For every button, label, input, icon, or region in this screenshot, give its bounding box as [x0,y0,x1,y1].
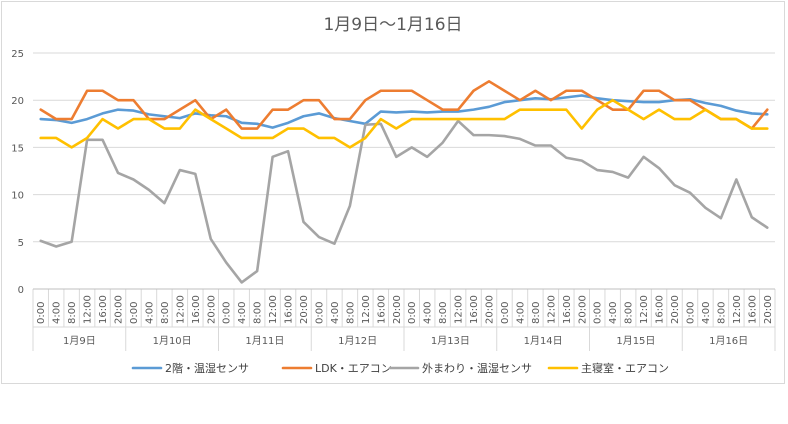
y-tick-label: 10 [11,191,24,202]
x-tick-label: 20:00 [485,295,496,324]
x-tick-label: 16:00 [98,295,109,324]
x-tick-label: 16:00 [562,295,573,324]
x-tick-label: 4:00 [608,302,619,324]
x-tick-label: 20:00 [392,295,403,324]
x-tick-label: 0:00 [407,302,418,324]
x-tick-label: 0:00 [685,302,696,324]
x-tick-label: 12:00 [361,295,372,324]
x-tick-label: 16:00 [747,295,758,324]
x-tick-label: 16:00 [376,295,387,324]
legend: 2階・温湿センサ LDK・エアコン 外まわり・温湿センサ 主寝室・エアコン [131,361,669,375]
x-tick-label: 20:00 [299,295,310,324]
y-tick-label: 25 [11,49,24,60]
x-tick-label: 4:00 [237,302,248,324]
x-tick-label: 12:00 [454,295,465,324]
x-tick-label: 0:00 [222,302,233,324]
x-tick-label: 12:00 [732,295,743,324]
x-tick-label: 8:00 [716,302,727,324]
x-tick-label: 4:00 [144,302,155,324]
chart-title: 1月9日～1月16日 [323,15,462,35]
x-tick-label: 4:00 [701,302,712,324]
legend-label-4: 主寝室・エアコン [581,361,669,375]
x-tick-label: 20:00 [763,295,774,324]
series-line-2 [39,80,769,130]
y-tick-label: 15 [11,143,24,154]
x-tick-label: 0:00 [129,302,140,324]
x-tick-label: 0:00 [593,302,604,324]
x-tick-label: 20:00 [577,295,588,324]
legend-label-3: 外まわり・温湿センサ [422,362,532,375]
x-tick-label: 8:00 [438,302,449,324]
x-tick-label: 8:00 [345,302,356,324]
x-tick-label: 8:00 [67,302,78,324]
legend-label-1: 2階・温湿センサ [165,361,249,375]
x-group-label: 1月14日 [524,335,563,347]
x-tick-label: 16:00 [191,295,202,324]
x-tick-label: 0:00 [36,302,47,324]
y-tick-label: 20 [11,96,24,107]
x-tick-label: 0:00 [500,302,511,324]
legend-label-2: LDK・エアコン [315,362,392,375]
x-tick-label: 8:00 [160,302,171,324]
x-tick-label: 8:00 [624,302,635,324]
x-group-label: 1月15日 [616,335,655,347]
x-tick-label: 16:00 [655,295,666,324]
line-chart: 1月9日～1月16日 0 5 10 15 20 25 0:00 4:00 8:00 12:00 16… [11,15,776,375]
axes: 0 5 10 15 20 25 0:00 4:00 8:00 12:00 16:00 20:00 0:0… [11,49,776,351]
x-group-label: 1月10日 [153,335,192,347]
x-group-label: 1月13日 [431,335,470,347]
gridlines [33,52,775,290]
x-tick-label: 4:00 [330,302,341,324]
x-tick-label: 4:00 [423,302,434,324]
x-tick-label: 8:00 [253,302,264,324]
x-tick-label: 12:00 [546,295,557,324]
x-tick-label: 20:00 [114,295,125,324]
x-tick-label: 12:00 [639,295,650,324]
series-line-4 [39,98,769,149]
x-tick-label: 4:00 [52,302,63,324]
series-line-3 [39,119,769,284]
x-tick-label: 0:00 [314,302,325,324]
x-tick-label: 12:00 [83,295,94,324]
x-group-label: 1月16日 [709,335,748,347]
x-group-label: 1月11日 [245,335,284,347]
x-tick-label: 20:00 [670,295,681,324]
chart-area: 1月9日～1月16日 0 5 10 15 20 25 0:00 4:00 8:00 12:00 16… [1,1,785,384]
x-group-label: 1月12日 [338,335,377,347]
y-tick-label: 0 [18,285,24,296]
x-tick-label: 16:00 [284,295,295,324]
x-tick-label: 12:00 [175,295,186,324]
series-lines [39,80,769,284]
series-line-1 [39,94,769,129]
x-tick-label: 16:00 [469,295,480,324]
y-tick-label: 5 [18,238,24,249]
x-tick-label: 12:00 [268,295,279,324]
x-tick-label: 4:00 [515,302,526,324]
x-group-label: 1月9日 [63,335,96,347]
x-tick-label: 8:00 [531,302,542,324]
x-tick-label: 20:00 [206,295,217,324]
